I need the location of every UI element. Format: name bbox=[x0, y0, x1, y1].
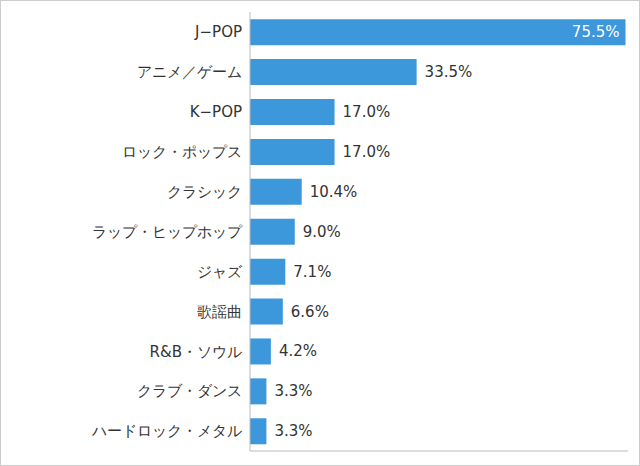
svg-text:R&B・ソウル: R&B・ソウル bbox=[150, 343, 242, 361]
svg-text:10.4%: 10.4% bbox=[310, 183, 358, 201]
svg-text:ジャズ: ジャズ bbox=[197, 263, 243, 281]
svg-text:歌謡曲: 歌謡曲 bbox=[197, 303, 242, 321]
svg-text:クラブ・ダンス: クラブ・ダンス bbox=[137, 382, 242, 400]
svg-text:クラシック: クラシック bbox=[167, 183, 242, 201]
svg-text:アニメ／ゲーム: アニメ／ゲーム bbox=[137, 63, 242, 81]
svg-text:3.3%: 3.3% bbox=[274, 382, 312, 400]
svg-text:J−POP: J−POP bbox=[194, 23, 242, 41]
svg-text:7.1%: 7.1% bbox=[293, 263, 331, 281]
svg-text:ロック・ポップス: ロック・ポップス bbox=[122, 143, 242, 161]
svg-text:ラップ・ヒップホップ: ラップ・ヒップホップ bbox=[92, 223, 243, 241]
svg-text:33.5%: 33.5% bbox=[425, 63, 473, 81]
svg-text:75.5%: 75.5% bbox=[572, 23, 620, 41]
svg-text:K−POP: K−POP bbox=[190, 103, 242, 121]
svg-text:6.6%: 6.6% bbox=[291, 303, 329, 321]
svg-text:17.0%: 17.0% bbox=[343, 103, 391, 121]
svg-text:17.0%: 17.0% bbox=[343, 143, 391, 161]
svg-text:ハードロック・メタル: ハードロック・メタル bbox=[91, 422, 242, 440]
svg-text:3.3%: 3.3% bbox=[274, 422, 312, 440]
svg-text:4.2%: 4.2% bbox=[279, 342, 317, 360]
svg-text:9.0%: 9.0% bbox=[303, 223, 341, 241]
